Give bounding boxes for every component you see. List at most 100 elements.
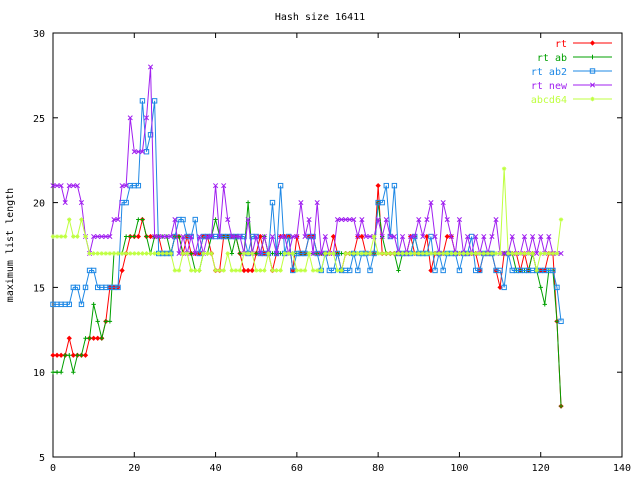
- data-point: [95, 319, 100, 324]
- data-point: [188, 251, 194, 256]
- data-point: [282, 233, 288, 240]
- data-point: [554, 251, 560, 256]
- plot-frame: [52, 32, 623, 458]
- data-point: [103, 319, 109, 324]
- data-point: [115, 251, 121, 256]
- data-point: [314, 250, 320, 257]
- data-point: [534, 268, 539, 273]
- data-point: [139, 149, 145, 155]
- data-point: [420, 233, 426, 240]
- data-point: [497, 267, 503, 274]
- series-rt-ab2: [50, 98, 564, 325]
- data-point: [489, 251, 495, 256]
- data-point: [392, 251, 397, 256]
- series-rt: [50, 183, 564, 409]
- data-point: [501, 284, 507, 291]
- data-point: [70, 183, 76, 189]
- data-point: [269, 199, 276, 206]
- series-rt-new: [50, 64, 564, 257]
- data-point: [119, 267, 125, 274]
- data-point: [237, 251, 243, 256]
- data-point: [83, 336, 88, 341]
- data-point: [493, 251, 499, 256]
- data-point: [111, 217, 117, 223]
- data-point: [538, 233, 544, 240]
- data-point: [172, 217, 178, 223]
- data-point: [432, 233, 438, 240]
- data-point: [473, 233, 479, 240]
- data-point: [558, 318, 564, 325]
- data-point: [103, 251, 109, 256]
- legend: rt rt ab rt ab2 rt new abcd64: [531, 39, 612, 106]
- data-point: [164, 233, 170, 240]
- data-point: [245, 251, 251, 256]
- data-point: [428, 251, 434, 256]
- data-point: [542, 302, 547, 307]
- data-point: [139, 98, 146, 104]
- legend-marker: [589, 82, 596, 88]
- data-point: [416, 251, 421, 256]
- data-point: [554, 284, 560, 291]
- data-point: [383, 217, 389, 223]
- data-point: [493, 217, 499, 223]
- data-point: [298, 268, 304, 273]
- data-point: [346, 267, 353, 274]
- data-point: [140, 217, 145, 222]
- data-point: [67, 353, 72, 358]
- data-point: [371, 234, 377, 239]
- data-point: [233, 268, 239, 273]
- data-point: [445, 251, 450, 256]
- data-point: [62, 234, 68, 239]
- data-point: [192, 250, 198, 257]
- x-tick-label: 40: [210, 463, 222, 474]
- data-point: [70, 352, 76, 358]
- data-point: [66, 183, 72, 189]
- data-point: [140, 251, 145, 256]
- data-point: [375, 251, 381, 256]
- data-point: [123, 251, 129, 256]
- data-point: [184, 251, 190, 256]
- data-point: [506, 251, 511, 256]
- data-point: [148, 251, 153, 256]
- data-point: [176, 268, 182, 273]
- y-tick-label: 5: [39, 453, 45, 464]
- x-tick-label: 120: [532, 463, 550, 474]
- legend-label: rt ab2: [531, 67, 567, 78]
- data-point: [205, 251, 210, 256]
- data-point: [62, 200, 68, 206]
- data-point: [132, 234, 137, 239]
- data-point: [168, 233, 174, 240]
- data-point: [432, 267, 438, 274]
- data-point: [501, 250, 507, 257]
- data-point: [306, 217, 312, 223]
- data-point: [485, 251, 491, 256]
- data-point: [180, 216, 186, 223]
- data-point: [457, 251, 462, 256]
- data-point: [87, 336, 92, 341]
- x-tick-label: 60: [291, 463, 303, 474]
- data-point: [193, 268, 198, 273]
- data-point: [510, 251, 515, 256]
- data-point: [254, 268, 259, 273]
- data-point: [355, 267, 361, 274]
- legend-marker: [590, 96, 595, 102]
- data-point: [50, 352, 56, 358]
- data-point: [58, 183, 64, 189]
- data-point: [123, 234, 129, 239]
- data-point: [123, 183, 129, 189]
- data-point: [54, 352, 60, 358]
- data-point: [310, 268, 316, 273]
- data-point: [50, 183, 56, 189]
- data-point: [294, 233, 300, 240]
- data-point: [241, 267, 247, 274]
- legend-marker: [590, 54, 595, 60]
- data-point: [404, 251, 409, 256]
- data-point: [468, 233, 475, 240]
- data-point: [558, 403, 564, 409]
- data-point: [82, 284, 89, 291]
- data-point: [270, 268, 275, 273]
- data-point: [180, 233, 186, 240]
- data-point: [290, 233, 296, 240]
- data-point: [343, 251, 348, 256]
